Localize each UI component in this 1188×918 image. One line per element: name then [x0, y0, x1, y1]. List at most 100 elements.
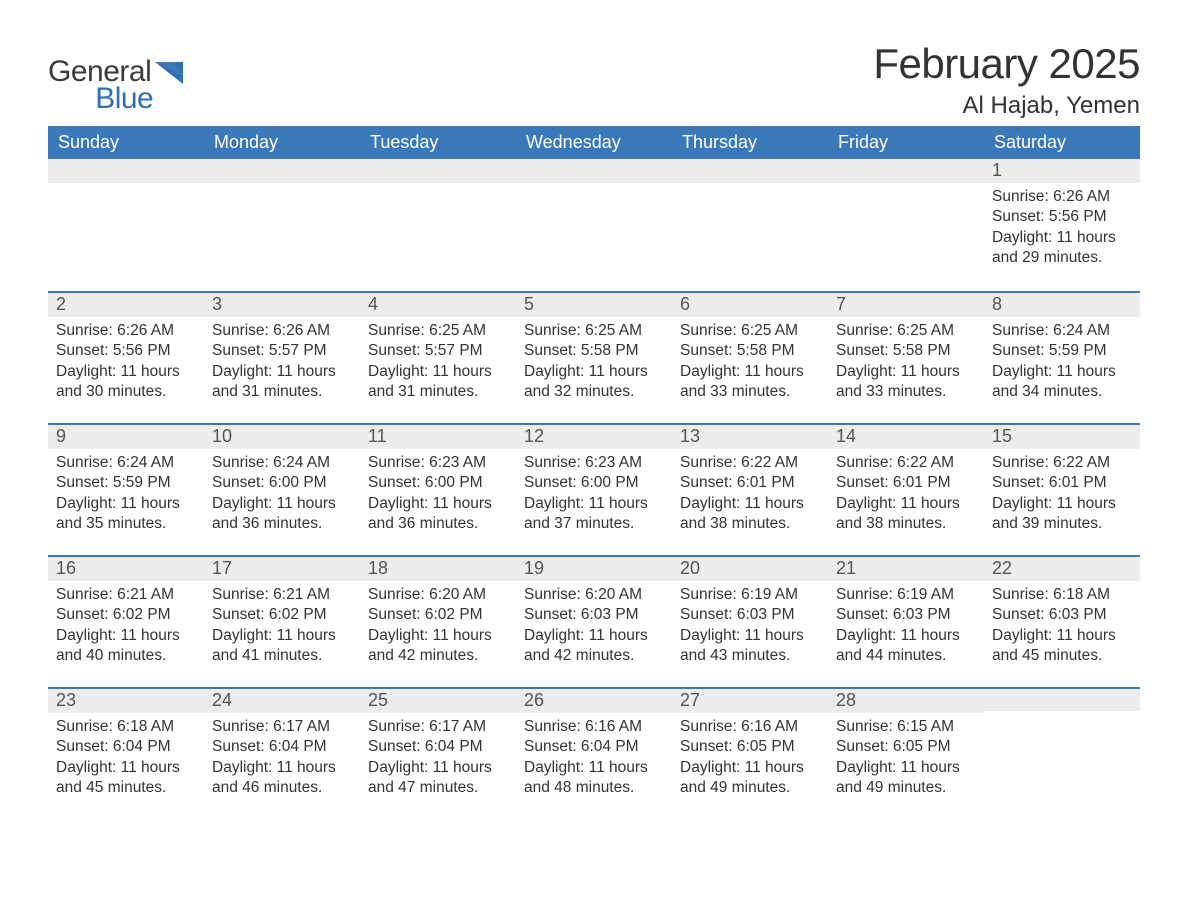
- day-content: Sunrise: 6:25 AMSunset: 5:57 PMDaylight:…: [360, 317, 516, 409]
- day-content: Sunrise: 6:26 AMSunset: 5:56 PMDaylight:…: [48, 317, 204, 409]
- day-content: Sunrise: 6:17 AMSunset: 6:04 PMDaylight:…: [360, 713, 516, 805]
- sunset: Sunset: 6:00 PM: [212, 473, 352, 493]
- dow-thursday: Thursday: [672, 126, 828, 159]
- sunset: Sunset: 5:57 PM: [212, 341, 352, 361]
- daylight: Daylight: 11 hours and 33 minutes.: [680, 362, 820, 403]
- sunrise: Sunrise: 6:17 AM: [212, 717, 352, 737]
- daylight: Daylight: 11 hours and 38 minutes.: [836, 494, 976, 535]
- daylight: Daylight: 11 hours and 31 minutes.: [368, 362, 508, 403]
- sunrise: Sunrise: 6:25 AM: [680, 321, 820, 341]
- dow-sunday: Sunday: [48, 126, 204, 159]
- day-number: 5: [516, 291, 672, 317]
- day-number: 13: [672, 423, 828, 449]
- sunrise: Sunrise: 6:24 AM: [992, 321, 1132, 341]
- calendar-week: 1Sunrise: 6:26 AMSunset: 5:56 PMDaylight…: [48, 159, 1140, 291]
- sunset: Sunset: 6:03 PM: [680, 605, 820, 625]
- day-number: 1: [984, 159, 1140, 183]
- calendar-cell: 14Sunrise: 6:22 AMSunset: 6:01 PMDayligh…: [828, 423, 984, 555]
- daylight: Daylight: 11 hours and 39 minutes.: [992, 494, 1132, 535]
- sunrise: Sunrise: 6:18 AM: [992, 585, 1132, 605]
- day-content: Sunrise: 6:25 AMSunset: 5:58 PMDaylight:…: [516, 317, 672, 409]
- sunset: Sunset: 5:58 PM: [836, 341, 976, 361]
- dow-tuesday: Tuesday: [360, 126, 516, 159]
- day-number: 28: [828, 687, 984, 713]
- day-content: Sunrise: 6:16 AMSunset: 6:04 PMDaylight:…: [516, 713, 672, 805]
- calendar-cell: 9Sunrise: 6:24 AMSunset: 5:59 PMDaylight…: [48, 423, 204, 555]
- day-content: Sunrise: 6:15 AMSunset: 6:05 PMDaylight:…: [828, 713, 984, 805]
- sunset: Sunset: 5:57 PM: [368, 341, 508, 361]
- calendar-cell: 27Sunrise: 6:16 AMSunset: 6:05 PMDayligh…: [672, 687, 828, 819]
- sunrise: Sunrise: 6:21 AM: [56, 585, 196, 605]
- calendar-cell: 16Sunrise: 6:21 AMSunset: 6:02 PMDayligh…: [48, 555, 204, 687]
- day-content: Sunrise: 6:22 AMSunset: 6:01 PMDaylight:…: [984, 449, 1140, 541]
- day-number: 2: [48, 291, 204, 317]
- sunrise: Sunrise: 6:23 AM: [368, 453, 508, 473]
- sunrise: Sunrise: 6:22 AM: [992, 453, 1132, 473]
- day-content: Sunrise: 6:19 AMSunset: 6:03 PMDaylight:…: [672, 581, 828, 673]
- calendar-cell: [204, 159, 360, 291]
- day-content: Sunrise: 6:23 AMSunset: 6:00 PMDaylight:…: [516, 449, 672, 541]
- daylight: Daylight: 11 hours and 34 minutes.: [992, 362, 1132, 403]
- day-content: Sunrise: 6:18 AMSunset: 6:04 PMDaylight:…: [48, 713, 204, 805]
- day-number: 22: [984, 555, 1140, 581]
- daylight: Daylight: 11 hours and 48 minutes.: [524, 758, 664, 799]
- sunrise: Sunrise: 6:15 AM: [836, 717, 976, 737]
- sunrise: Sunrise: 6:20 AM: [524, 585, 664, 605]
- sunset: Sunset: 5:58 PM: [680, 341, 820, 361]
- day-number: 21: [828, 555, 984, 581]
- month-title: February 2025: [873, 40, 1140, 88]
- daylight: Daylight: 11 hours and 40 minutes.: [56, 626, 196, 667]
- sunrise: Sunrise: 6:26 AM: [56, 321, 196, 341]
- day-number: 4: [360, 291, 516, 317]
- daylight: Daylight: 11 hours and 49 minutes.: [680, 758, 820, 799]
- empty-day-bar: [360, 159, 516, 183]
- empty-day-bar: [984, 687, 1140, 711]
- day-number: 23: [48, 687, 204, 713]
- day-content: Sunrise: 6:17 AMSunset: 6:04 PMDaylight:…: [204, 713, 360, 805]
- header: General Blue February 2025 Al Hajab, Yem…: [48, 40, 1140, 120]
- daylight: Daylight: 11 hours and 38 minutes.: [680, 494, 820, 535]
- daylight: Daylight: 11 hours and 49 minutes.: [836, 758, 976, 799]
- sunrise: Sunrise: 6:26 AM: [992, 187, 1132, 207]
- empty-day-bar: [48, 159, 204, 183]
- calendar-cell: 3Sunrise: 6:26 AMSunset: 5:57 PMDaylight…: [204, 291, 360, 423]
- calendar-cell: 21Sunrise: 6:19 AMSunset: 6:03 PMDayligh…: [828, 555, 984, 687]
- daylight: Daylight: 11 hours and 37 minutes.: [524, 494, 664, 535]
- daylight: Daylight: 11 hours and 42 minutes.: [368, 626, 508, 667]
- calendar-cell: 18Sunrise: 6:20 AMSunset: 6:02 PMDayligh…: [360, 555, 516, 687]
- day-number: 7: [828, 291, 984, 317]
- calendar-cell: 25Sunrise: 6:17 AMSunset: 6:04 PMDayligh…: [360, 687, 516, 819]
- day-number: 18: [360, 555, 516, 581]
- sunset: Sunset: 5:56 PM: [56, 341, 196, 361]
- calendar-cell: 23Sunrise: 6:18 AMSunset: 6:04 PMDayligh…: [48, 687, 204, 819]
- daylight: Daylight: 11 hours and 33 minutes.: [836, 362, 976, 403]
- day-number: 12: [516, 423, 672, 449]
- logo-flag-icon: [155, 62, 183, 84]
- calendar-week: 9Sunrise: 6:24 AMSunset: 5:59 PMDaylight…: [48, 423, 1140, 555]
- day-content: Sunrise: 6:26 AMSunset: 5:56 PMDaylight:…: [984, 183, 1140, 275]
- daylight: Daylight: 11 hours and 35 minutes.: [56, 494, 196, 535]
- sunrise: Sunrise: 6:22 AM: [836, 453, 976, 473]
- day-content: Sunrise: 6:21 AMSunset: 6:02 PMDaylight:…: [48, 581, 204, 673]
- day-content: Sunrise: 6:20 AMSunset: 6:02 PMDaylight:…: [360, 581, 516, 673]
- sunset: Sunset: 6:01 PM: [992, 473, 1132, 493]
- calendar-cell: 26Sunrise: 6:16 AMSunset: 6:04 PMDayligh…: [516, 687, 672, 819]
- sunrise: Sunrise: 6:25 AM: [368, 321, 508, 341]
- day-content: Sunrise: 6:22 AMSunset: 6:01 PMDaylight:…: [672, 449, 828, 541]
- daylight: Daylight: 11 hours and 30 minutes.: [56, 362, 196, 403]
- sunset: Sunset: 6:05 PM: [680, 737, 820, 757]
- daylight: Daylight: 11 hours and 32 minutes.: [524, 362, 664, 403]
- calendar-cell: 8Sunrise: 6:24 AMSunset: 5:59 PMDaylight…: [984, 291, 1140, 423]
- sunset: Sunset: 6:00 PM: [524, 473, 664, 493]
- calendar-cell: 5Sunrise: 6:25 AMSunset: 5:58 PMDaylight…: [516, 291, 672, 423]
- sunrise: Sunrise: 6:17 AM: [368, 717, 508, 737]
- empty-day-bar: [516, 159, 672, 183]
- daylight: Daylight: 11 hours and 31 minutes.: [212, 362, 352, 403]
- day-number: 6: [672, 291, 828, 317]
- sunset: Sunset: 6:03 PM: [524, 605, 664, 625]
- sunset: Sunset: 6:03 PM: [836, 605, 976, 625]
- empty-day-bar: [204, 159, 360, 183]
- day-content: Sunrise: 6:21 AMSunset: 6:02 PMDaylight:…: [204, 581, 360, 673]
- calendar-cell: 12Sunrise: 6:23 AMSunset: 6:00 PMDayligh…: [516, 423, 672, 555]
- day-number: 26: [516, 687, 672, 713]
